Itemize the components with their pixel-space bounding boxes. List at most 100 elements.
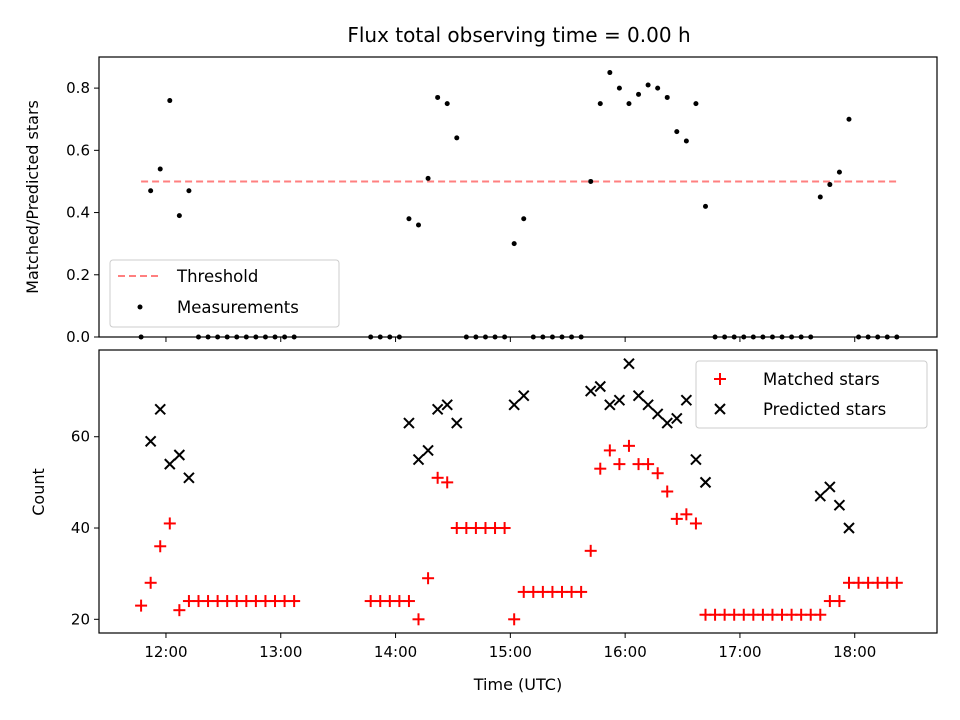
measurement-point: [588, 178, 594, 184]
top-plot-frame: [98, 56, 938, 338]
predicted-star-point: [412, 453, 425, 466]
predicted-star-point: [632, 389, 645, 402]
predicted-star-point: [680, 394, 693, 406]
matched-star-point: [288, 595, 301, 608]
measurement-point: [416, 222, 422, 228]
measurement-point: [655, 85, 661, 91]
top-legend: Threshold Measurements: [109, 259, 340, 328]
predicted-star-point: [403, 417, 415, 429]
matched-star-point: [441, 476, 454, 489]
measurement-point: [176, 213, 182, 219]
measurement-point: [186, 188, 192, 194]
measurement-point: [664, 94, 670, 100]
predicted-star-point: [451, 417, 463, 429]
bottom-legend: Matched stars Predicted stars: [695, 360, 928, 429]
bottom-xlabel: Time (UTC): [473, 675, 562, 694]
top-ytick-label: 0.0: [66, 328, 90, 346]
predicted-star-point: [824, 481, 836, 493]
matched-star-point: [651, 467, 664, 480]
measurement-point: [607, 70, 613, 76]
bottom-panel: 20 40 60 12:00 13:00 14:00 15:00 16:00 17:00 18:0…: [29, 349, 938, 694]
measurement-point: [167, 98, 173, 104]
predicted-star-point: [690, 453, 702, 466]
bottom-xtick-label: 17:00: [718, 643, 761, 661]
measurement-point: [435, 94, 441, 100]
matched-star-point: [833, 595, 846, 608]
matched-star-point: [135, 599, 148, 612]
matched-star-point: [575, 585, 588, 598]
measurement-point: [511, 241, 517, 247]
matched-star-point: [680, 508, 693, 521]
matched-star-point: [603, 444, 616, 457]
predicted-star-point: [651, 408, 664, 420]
bottom-xtick-label: 13:00: [259, 643, 302, 661]
bottom-xtick-label: 18:00: [833, 643, 876, 661]
matched-star-point: [642, 458, 655, 471]
bottom-xtick-label: 12:00: [144, 643, 187, 661]
bottom-xtick-label: 14:00: [374, 643, 417, 661]
matched-star-point: [154, 540, 167, 553]
predicted-star-point: [843, 522, 855, 534]
bottom-xtick-label: 15:00: [489, 643, 532, 661]
predicted-star-point: [661, 417, 673, 429]
legend-threshold-label: Threshold: [176, 267, 258, 286]
top-ytick-label: 0.2: [66, 266, 90, 284]
predicted-star-point: [671, 412, 683, 425]
measurement-point: [702, 203, 708, 209]
matched-star-point: [814, 608, 827, 621]
measurement-point: [616, 85, 622, 91]
bottom-ylabel: Count: [29, 468, 48, 516]
measurement-point: [406, 216, 412, 222]
matched-star-point: [661, 485, 674, 498]
predicted-star-point: [183, 472, 195, 484]
predicted-star-point: [594, 380, 606, 393]
bottom-plot-frame: [98, 349, 938, 634]
measurement-point: [454, 135, 460, 141]
measurement-point: [636, 91, 642, 97]
legend-predicted-label: Predicted stars: [763, 400, 886, 419]
measurement-point: [827, 182, 833, 188]
predicted-star-point: [833, 499, 846, 511]
chart-title: Flux total observing time = 0.00 h: [347, 23, 690, 47]
top-panel: 0.00.20.40.60.8 Matched/Predicted stars …: [23, 56, 938, 346]
legend-matched-swatch: [714, 373, 726, 385]
matched-star-point: [173, 604, 186, 617]
predicted-star-point: [154, 403, 166, 416]
predicted-star-point: [431, 403, 444, 416]
measurement-point: [444, 101, 450, 107]
matched-star-point: [422, 572, 435, 585]
predicted-star-point: [584, 385, 597, 397]
legend-predicted-swatch: [714, 403, 726, 415]
matched-star-point: [508, 613, 521, 626]
predicted-star-point: [164, 458, 176, 470]
bottom-xtick-label: 16:00: [604, 643, 647, 661]
top-ytick-label: 0.8: [66, 79, 90, 97]
legend-matched-label: Matched stars: [763, 370, 880, 389]
matched-star-point: [402, 595, 415, 608]
measurement-point: [148, 188, 154, 194]
predicted-star-point: [173, 449, 186, 461]
measurement-point: [626, 101, 632, 107]
top-ylabel: Matched/Predicted stars: [23, 100, 42, 294]
predicted-star-point: [518, 389, 530, 402]
matched-star-point: [431, 471, 444, 484]
predicted-star-point: [441, 399, 453, 411]
matched-star-point: [144, 576, 157, 589]
predicted-star-point: [613, 394, 626, 406]
measurement-point: [157, 166, 163, 172]
predicted-star-point: [814, 490, 826, 502]
matched-star-point: [163, 517, 176, 530]
legend-measurements-label: Measurements: [177, 298, 299, 317]
matched-star-point: [890, 576, 903, 589]
measurement-point: [683, 138, 689, 144]
measurement-point: [846, 116, 852, 122]
matched-star-point: [584, 544, 597, 557]
matched-star-point: [498, 522, 511, 535]
top-legend-box: [109, 259, 340, 328]
measurement-point: [836, 169, 842, 175]
measurement-point: [645, 82, 651, 88]
predicted-star-point: [623, 357, 635, 370]
matched-star-point: [594, 462, 607, 475]
matched-star-point: [622, 439, 635, 452]
top-ytick-label: 0.4: [66, 204, 90, 222]
